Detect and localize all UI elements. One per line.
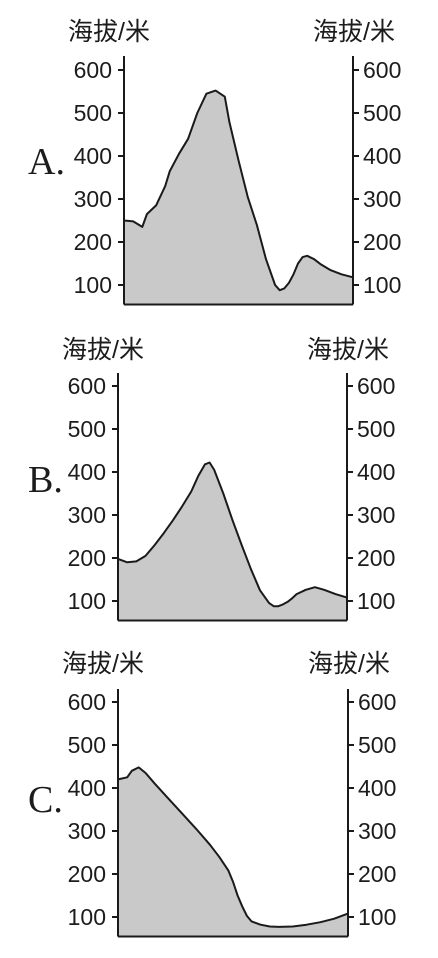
left-tick-label: 600 xyxy=(74,57,112,83)
left-axis-unit-label: 海拔/米 xyxy=(62,336,144,364)
terrain-area xyxy=(118,767,348,937)
left-tick-label: 100 xyxy=(68,588,106,614)
right-tick-label: 400 xyxy=(357,459,395,485)
right-tick-label: 200 xyxy=(358,861,396,887)
right-tick-label: 200 xyxy=(357,545,395,571)
right-tick-label: 600 xyxy=(363,57,401,83)
left-tick-label: 300 xyxy=(74,186,112,212)
left-tick-label: 500 xyxy=(74,100,112,126)
left-tick-label: 400 xyxy=(68,459,106,485)
left-tick-label: 200 xyxy=(68,861,106,887)
right-axis-unit-label: 海拔/米 xyxy=(308,650,390,678)
profile-panel-1: 100 100 200 200 300 300 400 400 500 500 600 600 海拔/米… xyxy=(28,18,401,306)
terrain-area xyxy=(118,462,347,621)
right-tick-label: 400 xyxy=(358,775,396,801)
left-tick-label: 500 xyxy=(68,416,106,442)
right-tick-label: 100 xyxy=(363,272,401,298)
left-tick-label: 600 xyxy=(68,689,106,715)
option-label: A. xyxy=(28,141,65,183)
terrain-profile-line xyxy=(117,461,348,608)
right-tick-label: 600 xyxy=(357,373,395,399)
profile-panel-2: 100 100 200 200 300 300 400 400 500 500 600 600 海拔/米… xyxy=(28,336,395,622)
left-tick-label: 200 xyxy=(74,229,112,255)
right-tick-label: 100 xyxy=(357,588,395,614)
profile-panel-3: 100 100 200 200 300 300 400 400 500 500 600 600 海拔/米… xyxy=(28,650,396,938)
right-tick-label: 500 xyxy=(358,732,396,758)
terrain-area xyxy=(124,90,353,305)
right-tick-label: 500 xyxy=(363,100,401,126)
right-axis-unit-label: 海拔/米 xyxy=(307,336,389,364)
left-tick-label: 600 xyxy=(68,373,106,399)
right-tick-label: 200 xyxy=(363,229,401,255)
left-tick-label: 500 xyxy=(68,732,106,758)
left-tick-label: 200 xyxy=(68,545,106,571)
left-tick-label: 400 xyxy=(68,775,106,801)
left-tick-label: 300 xyxy=(68,818,106,844)
right-tick-label: 300 xyxy=(363,186,401,212)
right-tick-label: 300 xyxy=(357,502,395,528)
right-tick-label: 100 xyxy=(358,904,396,930)
left-tick-label: 400 xyxy=(74,143,112,169)
right-axis-unit-label: 海拔/米 xyxy=(313,18,395,46)
left-axis-unit-label: 海拔/米 xyxy=(68,18,150,46)
left-axis-unit-label: 海拔/米 xyxy=(62,650,144,678)
right-tick-label: 300 xyxy=(358,818,396,844)
right-tick-label: 500 xyxy=(357,416,395,442)
right-tick-label: 600 xyxy=(358,689,396,715)
left-tick-label: 100 xyxy=(68,904,106,930)
option-label: C. xyxy=(28,779,63,821)
terrain-profile-line xyxy=(117,766,349,928)
option-label: B. xyxy=(28,459,63,501)
left-tick-label: 100 xyxy=(74,272,112,298)
left-tick-label: 300 xyxy=(68,502,106,528)
terrain-profile-line xyxy=(123,89,354,292)
right-tick-label: 400 xyxy=(363,143,401,169)
